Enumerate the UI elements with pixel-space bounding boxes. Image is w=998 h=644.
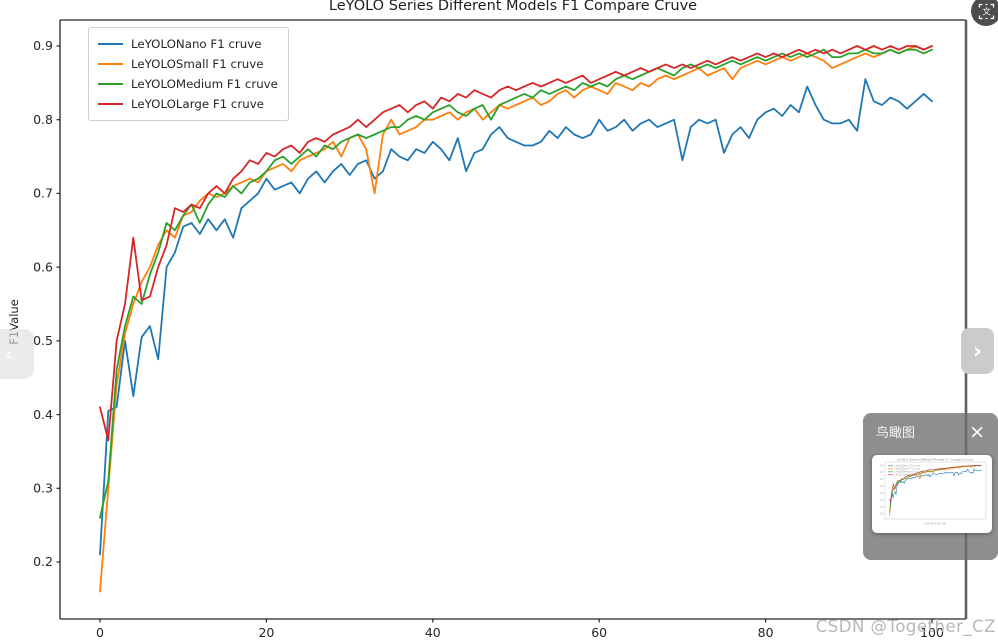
svg-text:0.6: 0.6 — [33, 259, 53, 274]
legend-item: LeYOLOMedium F1 cruve — [98, 74, 278, 94]
svg-text:0.9: 0.9 — [880, 464, 884, 467]
watermark: CSDN @Together_CZ — [815, 617, 996, 636]
svg-text:80: 80 — [758, 625, 774, 640]
svg-text:0: 0 — [96, 625, 104, 640]
svg-text:0.7: 0.7 — [880, 478, 884, 481]
chart-legend: LeYOLONano F1 cruve LeYOLOSmall F1 cruve L… — [88, 27, 289, 121]
minimap-header: 鸟瞰图 × — [863, 413, 998, 441]
close-icon[interactable]: × — [969, 420, 985, 443]
minimap-panel: 鸟瞰图 × LeYOLO Series Different Models F1 … — [863, 413, 998, 560]
legend-line-swatch — [98, 42, 123, 46]
chevron-right-icon: › — [973, 339, 982, 363]
svg-text:0.5: 0.5 — [33, 333, 53, 348]
svg-text:0.6: 0.6 — [880, 485, 884, 488]
translate-icon: 文 — [978, 3, 994, 19]
svg-text:LeYOLONano F1 cruve: LeYOLONano F1 cruve — [895, 465, 921, 468]
legend-item: LeYOLOLarge F1 cruve — [98, 94, 278, 114]
svg-text:0.5: 0.5 — [880, 492, 884, 495]
svg-text:0.2: 0.2 — [880, 513, 884, 516]
legend-label: LeYOLOMedium F1 cruve — [131, 77, 278, 91]
legend-line-swatch — [98, 82, 123, 86]
svg-text:LeYOLOSmall F1 cruve: LeYOLOSmall F1 cruve — [895, 468, 921, 471]
minimap-title: 鸟瞰图 — [876, 426, 916, 441]
legend-item: LeYOLOSmall F1 cruve — [98, 54, 278, 74]
chart-title: LeYOLO Series Different Models F1 Compar… — [328, 0, 698, 14]
svg-text:LeYOLO Series Different Models: LeYOLO Series Different Models F1 Compar… — [897, 457, 973, 461]
svg-text:0.4: 0.4 — [33, 407, 53, 422]
legend-label: LeYOLONano F1 cruve — [131, 37, 262, 51]
legend-line-swatch — [98, 102, 123, 106]
series-line — [99, 45, 933, 593]
svg-text:0.3: 0.3 — [33, 480, 53, 495]
translate-button[interactable]: 文 — [971, 0, 998, 26]
svg-text:0.7: 0.7 — [33, 186, 53, 201]
svg-text:100: 100 — [920, 625, 944, 640]
legend-item: LeYOLONano F1 cruve — [98, 34, 278, 54]
svg-text:0.8: 0.8 — [33, 112, 53, 127]
minimap-thumbnail[interactable]: LeYOLO Series Different Models F1 Compar… — [872, 455, 992, 533]
svg-text:0 20 40 6: 0 20 40 60 80 100 — [924, 523, 947, 526]
next-image-button[interactable]: › — [961, 328, 994, 374]
svg-text:0.2: 0.2 — [33, 554, 53, 569]
svg-text:0.3: 0.3 — [880, 506, 884, 509]
series-line — [99, 45, 933, 442]
translate-glyph: 文 — [982, 6, 991, 17]
prev-image-button[interactable]: ‹ — [0, 329, 34, 379]
minimap-chart: LeYOLO Series Different Models F1 Compar… — [880, 457, 987, 526]
legend-line-swatch — [98, 62, 123, 66]
svg-text:0.9: 0.9 — [33, 38, 53, 53]
legend-label: LeYOLOSmall F1 cruve — [131, 57, 264, 71]
chevron-left-icon: ‹ — [5, 342, 13, 366]
svg-text:20: 20 — [258, 625, 274, 640]
svg-text:40: 40 — [425, 625, 441, 640]
svg-text:0.8: 0.8 — [880, 471, 884, 474]
series-line — [99, 78, 933, 556]
legend-label: LeYOLOLarge F1 cruve — [131, 97, 264, 111]
svg-text:60: 60 — [591, 625, 607, 640]
svg-text:LeYOLOMedium F1 cruve: LeYOLOMedium F1 cruve — [895, 471, 924, 474]
series-line — [99, 48, 933, 519]
svg-text:0.4: 0.4 — [880, 499, 884, 502]
